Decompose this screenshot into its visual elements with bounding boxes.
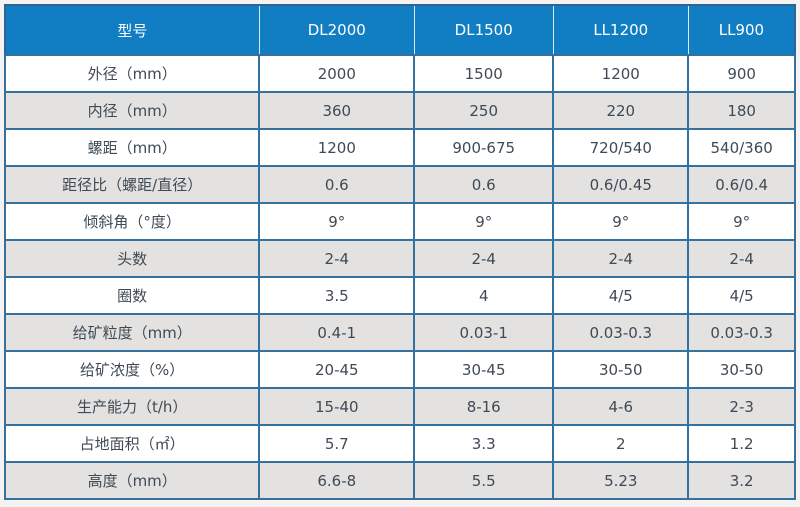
value-cell: 3.5 [258, 276, 416, 315]
value-cell: 30-50 [687, 350, 796, 389]
value-cell: 2-4 [413, 239, 555, 278]
table-row: 头数 2-4 2-4 2-4 2-4 [3, 239, 796, 278]
table-row: 圈数 3.5 4 4/5 4/5 [3, 276, 796, 315]
value-cell: 9° [687, 202, 796, 241]
table-row: 外径（mm） 2000 1500 1200 900 [3, 54, 796, 93]
value-cell: 30-50 [552, 350, 690, 389]
value-cell: 1200 [552, 54, 690, 93]
value-cell: 30-45 [413, 350, 555, 389]
value-cell: 2 [552, 424, 690, 463]
table-header: 型号 DL2000 DL1500 LL1200 LL900 [3, 4, 796, 56]
row-label-cell: 螺距（mm） [3, 128, 261, 167]
value-cell: 0.6 [413, 165, 555, 204]
value-cell: 0.6/0.45 [552, 165, 690, 204]
column-header-model: 型号 [3, 4, 260, 56]
row-label-cell: 外径（mm） [3, 54, 261, 93]
value-cell: 540/360 [687, 128, 796, 167]
value-cell: 4 [413, 276, 555, 315]
value-cell: 3.3 [413, 424, 555, 463]
row-label-cell: 倾斜角（°度） [3, 202, 261, 241]
row-label-cell: 生产能力（t/h） [3, 387, 261, 426]
column-header: LL1200 [552, 4, 689, 56]
value-cell: 1.2 [687, 424, 796, 463]
value-cell: 9° [552, 202, 690, 241]
value-cell: 4-6 [552, 387, 690, 426]
value-cell: 2000 [258, 54, 416, 93]
value-cell: 180 [687, 91, 796, 130]
value-cell: 2-4 [687, 239, 796, 278]
table-row: 生产能力（t/h） 15-40 8-16 4-6 2-3 [3, 387, 796, 426]
column-header: DL1500 [413, 4, 554, 56]
value-cell: 720/540 [552, 128, 690, 167]
value-cell: 4/5 [552, 276, 690, 315]
table-row: 给矿粒度（mm） 0.4-1 0.03-1 0.03-0.3 0.03-0.3 [3, 313, 796, 352]
value-cell: 360 [258, 91, 416, 130]
value-cell: 900 [687, 54, 796, 93]
value-cell: 0.4-1 [258, 313, 416, 352]
table-row: 距径比（螺距/直径） 0.6 0.6 0.6/0.45 0.6/0.4 [3, 165, 796, 204]
value-cell: 15-40 [258, 387, 416, 426]
row-label-cell: 占地面积（㎡） [3, 424, 261, 463]
value-cell: 9° [258, 202, 416, 241]
value-cell: 0.03-0.3 [687, 313, 796, 352]
value-cell: 0.03-0.3 [552, 313, 690, 352]
table-row: 高度（mm） 6.6-8 5.5 5.23 3.2 [3, 461, 796, 500]
value-cell: 900-675 [413, 128, 555, 167]
row-label-cell: 给矿粒度（mm） [3, 313, 261, 352]
value-cell: 0.6 [258, 165, 416, 204]
table-row: 倾斜角（°度） 9° 9° 9° 9° [3, 202, 796, 241]
row-label-cell: 给矿浓度（%） [3, 350, 261, 389]
table-row: 螺距（mm） 1200 900-675 720/540 540/360 [3, 128, 796, 167]
row-label-cell: 圈数 [3, 276, 261, 315]
value-cell: 20-45 [258, 350, 416, 389]
value-cell: 5.23 [552, 461, 690, 500]
column-header: DL2000 [258, 4, 415, 56]
column-header: LL900 [687, 4, 796, 56]
value-cell: 8-16 [413, 387, 555, 426]
value-cell: 4/5 [687, 276, 796, 315]
row-label-cell: 内径（mm） [3, 91, 261, 130]
table-row: 内径（mm） 360 250 220 180 [3, 91, 796, 130]
value-cell: 9° [413, 202, 555, 241]
value-cell: 220 [552, 91, 690, 130]
spec-table: 型号 DL2000 DL1500 LL1200 LL900 外径（mm） 2000 1500… [3, 4, 796, 500]
value-cell: 0.03-1 [413, 313, 555, 352]
value-cell: 250 [413, 91, 555, 130]
value-cell: 1500 [413, 54, 555, 93]
value-cell: 2-3 [687, 387, 796, 426]
row-label-cell: 距径比（螺距/直径） [3, 165, 261, 204]
table-row: 占地面积（㎡） 5.7 3.3 2 1.2 [3, 424, 796, 463]
row-label-cell: 高度（mm） [3, 461, 261, 500]
value-cell: 1200 [258, 128, 416, 167]
value-cell: 3.2 [687, 461, 796, 500]
value-cell: 2-4 [552, 239, 690, 278]
value-cell: 0.6/0.4 [687, 165, 796, 204]
header-row: 型号 DL2000 DL1500 LL1200 LL900 [3, 4, 796, 56]
value-cell: 6.6-8 [258, 461, 416, 500]
value-cell: 2-4 [258, 239, 416, 278]
value-cell: 5.7 [258, 424, 416, 463]
table-body: 外径（mm） 2000 1500 1200 900 内径（mm） 360 250 220 180 螺… [3, 54, 796, 500]
value-cell: 5.5 [413, 461, 555, 500]
table-row: 给矿浓度（%） 20-45 30-45 30-50 30-50 [3, 350, 796, 389]
row-label-cell: 头数 [3, 239, 261, 278]
